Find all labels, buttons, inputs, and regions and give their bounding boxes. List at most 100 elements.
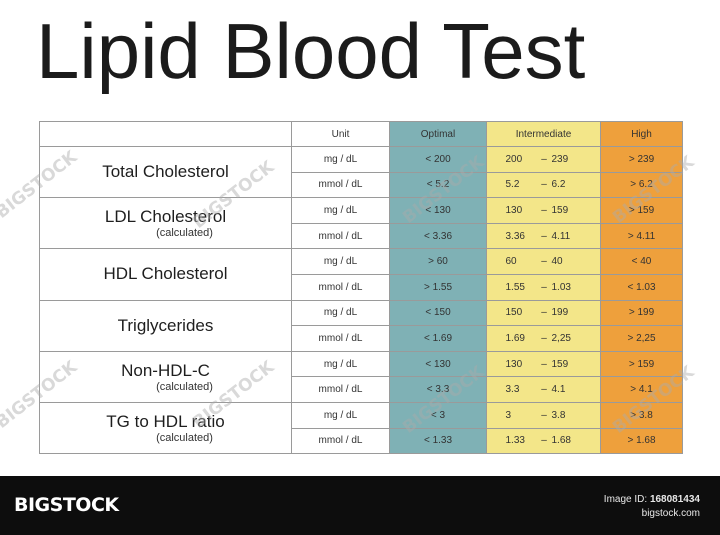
intermediate-range: 200 –239 xyxy=(506,154,582,165)
intermediate-cell: 1.55 –1.03 xyxy=(486,273,601,301)
intermediate-range: 5.2 –6.2 xyxy=(506,179,582,190)
intermediate-high: 199 xyxy=(551,307,569,319)
high-cell: > 2,25 xyxy=(600,325,683,352)
range-dash: – xyxy=(541,435,547,447)
table-header-row: Unit Optimal Intermediate High xyxy=(39,121,683,147)
test-name: Triglycerides xyxy=(117,315,214,335)
intermediate-range: 130 –159 xyxy=(506,359,582,370)
intermediate-range: 1.33 –1.68 xyxy=(506,435,582,446)
test-subtitle: (calculated) xyxy=(156,227,213,240)
optimal-cell: < 130 xyxy=(389,197,487,224)
intermediate-high: 159 xyxy=(551,358,569,370)
intermediate-high: 239 xyxy=(551,153,569,165)
intermediate-range: 3.3 –4.1 xyxy=(506,384,582,395)
range-dash: – xyxy=(541,384,547,396)
optimal-cell: < 3 xyxy=(389,401,487,429)
optimal-cell: < 200 xyxy=(389,146,487,173)
intermediate-cell: 3 –3.8 xyxy=(486,401,601,429)
intermediate-low: 3.36 xyxy=(505,230,525,242)
range-dash: – xyxy=(541,358,547,370)
optimal-cell: > 1.55 xyxy=(389,273,487,301)
range-dash: – xyxy=(541,409,547,421)
bigstock-logo[interactable]: BIGSTOCK xyxy=(14,494,119,516)
intermediate-range: 1.55 –1.03 xyxy=(506,282,582,293)
intermediate-high: 1.68 xyxy=(551,435,571,447)
intermediate-low: 130 xyxy=(505,358,523,370)
header-intermediate: Intermediate xyxy=(486,121,601,147)
intermediate-low: 150 xyxy=(505,307,523,319)
lipid-reference-table: Unit Optimal Intermediate High Total Cho… xyxy=(39,121,683,455)
table-row: mmol / dL < 3.36 3.36 –4.11 > 4.11 xyxy=(40,222,683,250)
range-dash: – xyxy=(541,204,547,216)
table-row: TG to HDL ratio (calculated) mg / dL < 3 3–3… xyxy=(39,401,683,455)
test-name-cell: Non-HDL-C (calculated) xyxy=(39,350,292,403)
table-row: mmol / dL < 1.69 1.69 –2,25 > 2,25 xyxy=(40,325,683,352)
optimal-cell: < 3.36 xyxy=(389,222,487,250)
intermediate-range: 60 –40 xyxy=(506,256,582,267)
table-row: mmol / dL < 1.33 1.33 –1.68 > 1.68 xyxy=(40,427,683,455)
intermediate-high: 1.03 xyxy=(551,281,571,293)
test-name-cell: HDL Cholesterol xyxy=(39,248,292,301)
header-blank xyxy=(39,121,292,147)
unit-cell: mmol / dL xyxy=(291,325,390,352)
intermediate-low: 5.2 xyxy=(505,179,520,191)
high-cell: > 4.11 xyxy=(600,222,683,250)
site-url[interactable]: bigstock.com xyxy=(641,508,700,519)
table-row: mmol / dL < 5.2 5.2 –6.2 > 6.2 xyxy=(40,171,683,199)
unit-cell: mg / dL xyxy=(291,401,390,429)
high-cell: > 159 xyxy=(600,197,683,224)
intermediate-cell: 200 –239 xyxy=(486,146,601,173)
test-name-cell: Total Cholesterol xyxy=(39,145,292,199)
test-name: Total Cholesterol xyxy=(102,162,229,182)
high-cell: > 4.1 xyxy=(600,376,683,403)
intermediate-low: 130 xyxy=(505,204,523,216)
unit-cell: mg / dL xyxy=(291,350,390,378)
high-cell: > 159 xyxy=(600,350,683,378)
header-high: High xyxy=(600,121,683,147)
test-name: TG to HDL ratio xyxy=(106,412,225,432)
intermediate-range: 150 –199 xyxy=(506,307,582,318)
unit-cell: mmol / dL xyxy=(291,273,390,301)
optimal-cell: < 150 xyxy=(389,299,487,327)
header-optimal: Optimal xyxy=(389,121,487,147)
intermediate-cell: 1.33 –1.68 xyxy=(486,427,601,455)
intermediate-cell: 3.3 –4.1 xyxy=(486,376,601,403)
optimal-cell: < 1.33 xyxy=(389,427,487,455)
high-cell: > 239 xyxy=(600,146,683,173)
intermediate-high: 4.11 xyxy=(551,230,571,242)
unit-cell: mmol / dL xyxy=(291,171,390,199)
high-cell: > 199 xyxy=(600,299,683,327)
optimal-cell: < 5.2 xyxy=(389,171,487,199)
intermediate-high: 4.1 xyxy=(551,384,566,396)
intermediate-cell: 130 –159 xyxy=(486,350,601,378)
high-cell: < 1.03 xyxy=(600,273,683,301)
intermediate-high: 159 xyxy=(551,204,569,216)
table-row: Non-HDL-C (calculated) mg / dL < 130 130–159… xyxy=(39,350,683,403)
image-id-line: Image ID: 168081434 xyxy=(604,493,700,507)
unit-cell: mg / dL xyxy=(291,146,390,173)
intermediate-cell: 5.2 –6.2 xyxy=(486,171,601,199)
intermediate-low: 3.3 xyxy=(505,384,520,396)
range-dash: – xyxy=(541,307,547,319)
high-cell: > 1.68 xyxy=(600,427,683,455)
intermediate-high: 40 xyxy=(551,256,563,268)
intermediate-high: 2,25 xyxy=(551,332,571,344)
intermediate-low: 1.55 xyxy=(505,281,525,293)
intermediate-low: 200 xyxy=(505,153,523,165)
table-row: LDL Cholesterol (calculated) mg / dL < 130 1… xyxy=(39,197,683,250)
optimal-cell: > 60 xyxy=(389,248,487,275)
table-row: Total Cholesterol mg / dL < 200 200–239 > 23… xyxy=(39,145,683,199)
range-dash: – xyxy=(541,179,547,191)
test-name: Non-HDL-C xyxy=(121,360,210,380)
high-cell: > 6.2 xyxy=(600,171,683,199)
intermediate-low: 1.33 xyxy=(505,435,525,447)
image-id-block: Image ID: 168081434 bigstock.com xyxy=(604,493,700,521)
unit-cell: mmol / dL xyxy=(291,376,390,403)
unit-cell: mmol / dL xyxy=(291,427,390,455)
test-subtitle: (calculated) xyxy=(156,380,213,393)
optimal-cell: < 1.69 xyxy=(389,325,487,352)
test-name: HDL Cholesterol xyxy=(103,264,228,284)
intermediate-cell: 3.36 –4.11 xyxy=(486,222,601,250)
footer-bar: BIGSTOCK Image ID: 168081434 bigstock.co… xyxy=(0,476,720,535)
intermediate-high: 3.8 xyxy=(551,409,566,421)
